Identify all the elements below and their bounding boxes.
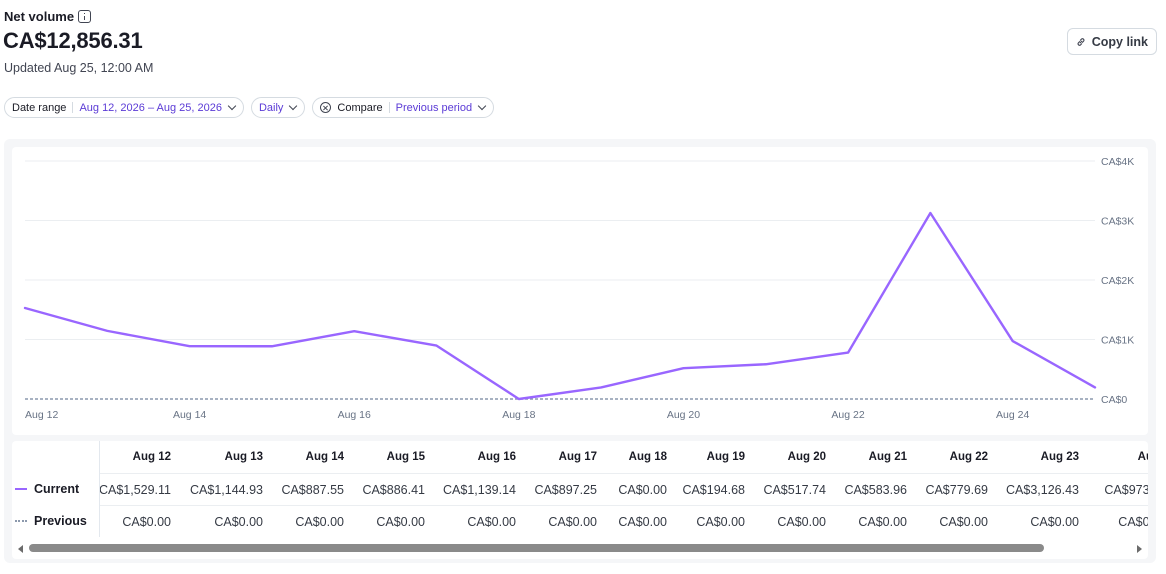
table-cell-previous: CA$0.00 xyxy=(214,515,263,529)
table-cell-current: CA$973.8 xyxy=(1104,483,1148,497)
table-cell-current: CA$583.96 xyxy=(844,483,907,497)
date-range-value: Aug 12, 2026 – Aug 25, 2026 xyxy=(79,101,222,114)
updated-timestamp: Updated Aug 25, 12:00 AM xyxy=(4,61,154,75)
compare-label: Compare xyxy=(337,101,383,114)
table-row-previous: CA$0.00 CA$0.00 CA$0.00 CA$0.00 CA$0.00 CA$0.… xyxy=(100,505,1148,537)
table-cell-current: CA$0.00 xyxy=(618,483,667,497)
x-tick-label: Aug 18 xyxy=(502,409,535,421)
metric-title-row: Net volume xyxy=(4,9,92,24)
current-series-swatch xyxy=(15,488,27,490)
table-cell-current: CA$779.69 xyxy=(925,483,988,497)
table-column-header: Aug 13 xyxy=(224,451,263,463)
date-range-label: Date range xyxy=(12,101,67,114)
legend-current-label: Current xyxy=(34,482,80,496)
net-volume-line-chart[interactable]: CA$0 CA$1K CA$2K CA$3K CA$4K Aug 12 Aug 14 Aug … xyxy=(12,147,1148,435)
y-tick-label: CA$0 xyxy=(1101,394,1127,406)
scroll-right-icon[interactable] xyxy=(1137,545,1142,553)
table-cell-current: CA$1,529.11 xyxy=(100,483,171,497)
table-cell-previous: CA$0.00 xyxy=(858,515,907,529)
filter-divider xyxy=(388,102,390,113)
current-series-line xyxy=(23,211,1097,401)
chevron-down-icon xyxy=(477,101,487,111)
chevron-down-icon xyxy=(289,101,298,111)
table-data-area: Aug 12 Aug 13 Aug 14 Aug 15 Aug 16 Aug 17 Aug … xyxy=(100,441,1148,537)
compare-filter[interactable]: Compare Previous period xyxy=(312,97,495,118)
table-column-header: Aug 17 xyxy=(558,451,597,463)
metric-name: Net volume xyxy=(4,9,75,24)
data-table: Current Previous Aug 12 Aug 13 Aug 14 Aug 1… xyxy=(12,441,1148,559)
table-cell-current: CA$897.25 xyxy=(534,483,597,497)
table-cell-current: CA$1,139.14 xyxy=(443,483,516,497)
table-column-header: Aug 19 xyxy=(706,451,745,463)
table-cell-previous: CA$0.00 xyxy=(939,515,988,529)
x-tick-label: Aug 12 xyxy=(25,409,58,421)
scrollbar-thumb[interactable] xyxy=(29,544,1044,552)
table-column-header: Aug 22 xyxy=(949,451,988,463)
date-range-filter[interactable]: Date range Aug 12, 2026 – Aug 25, 2026 xyxy=(4,97,244,118)
chart-panel: CA$0 CA$1K CA$2K CA$3K CA$4K Aug 12 Aug 14 Aug … xyxy=(4,139,1156,563)
table-column-header: Aug 16 xyxy=(477,451,516,463)
x-tick-label: Aug 16 xyxy=(338,409,371,421)
table-cell-current: CA$886.41 xyxy=(362,483,425,497)
table-column-header: Aug 12 xyxy=(132,451,171,463)
y-tick-label: CA$3K xyxy=(1101,216,1134,228)
table-column-header: Aug 14 xyxy=(305,451,344,463)
copy-link-label: Copy link xyxy=(1091,34,1148,49)
compare-value: Previous period xyxy=(395,101,473,114)
y-tick-label: CA$2K xyxy=(1101,275,1134,287)
legend-current: Current xyxy=(12,473,100,505)
link-icon xyxy=(1077,37,1085,46)
table-column-header: Aug 23 xyxy=(1040,451,1079,463)
table-cell-previous: CA$0.00 xyxy=(696,515,745,529)
interval-value: Daily xyxy=(258,101,284,114)
table-legend-column: Current Previous xyxy=(12,441,100,537)
x-tick-label: Aug 20 xyxy=(667,409,700,421)
table-header-row: Aug 12 Aug 13 Aug 14 Aug 15 Aug 16 Aug 17 Aug … xyxy=(100,441,1148,473)
table-cell-previous: CA$0.0 xyxy=(1118,515,1148,529)
previous-series-swatch xyxy=(15,520,27,522)
table-cell-current: CA$887.55 xyxy=(281,483,344,497)
metric-value: CA$12,856.31 xyxy=(3,28,143,53)
table-cell-current: CA$1,144.93 xyxy=(190,483,263,497)
legend-previous-label: Previous xyxy=(34,514,87,528)
table-cell-previous: CA$0.00 xyxy=(777,515,826,529)
y-tick-label: CA$4K xyxy=(1101,156,1134,168)
table-cell-current: CA$194.68 xyxy=(682,483,745,497)
table-column-header: Aug xyxy=(1137,451,1148,463)
table-cell-previous: CA$0.00 xyxy=(376,515,425,529)
legend-previous: Previous xyxy=(12,505,100,537)
table-cell-previous: CA$0.00 xyxy=(467,515,516,529)
filter-divider xyxy=(72,102,74,113)
x-tick-label: Aug 14 xyxy=(173,409,206,421)
filter-bar: Date range Aug 12, 2026 – Aug 25, 2026 D… xyxy=(4,97,495,118)
clear-compare-icon[interactable] xyxy=(320,102,332,113)
table-cell-current: CA$517.74 xyxy=(763,483,826,497)
x-tick-label: Aug 22 xyxy=(831,409,864,421)
table-column-header: Aug 15 xyxy=(386,451,425,463)
y-tick-label: CA$1K xyxy=(1101,335,1134,347)
table-column-header: Aug 20 xyxy=(787,451,826,463)
table-column-header: Aug 18 xyxy=(628,451,667,463)
chart-card: CA$0 CA$1K CA$2K CA$3K CA$4K Aug 12 Aug 14 Aug … xyxy=(12,147,1148,435)
table-cell-previous: CA$0.00 xyxy=(1030,515,1079,529)
table-cell-previous: CA$0.00 xyxy=(295,515,344,529)
table-column-header: Aug 21 xyxy=(868,451,907,463)
table-row-current: CA$1,529.11 CA$1,144.93 CA$887.55 CA$886.41… xyxy=(100,473,1148,505)
table-cell-previous: CA$0.00 xyxy=(122,515,171,529)
table-cell-previous: CA$0.00 xyxy=(618,515,667,529)
chevron-down-icon xyxy=(227,101,237,111)
table-scrollbar[interactable] xyxy=(12,541,1148,555)
copy-link-button[interactable]: Copy link xyxy=(1066,28,1157,55)
x-tick-label: Aug 24 xyxy=(996,409,1029,421)
table-cell-current: CA$3,126.43 xyxy=(1006,483,1079,497)
info-icon[interactable] xyxy=(78,10,92,23)
table-cell-previous: CA$0.00 xyxy=(548,515,597,529)
scroll-left-icon[interactable] xyxy=(18,545,23,553)
interval-filter[interactable]: Daily xyxy=(250,97,306,118)
